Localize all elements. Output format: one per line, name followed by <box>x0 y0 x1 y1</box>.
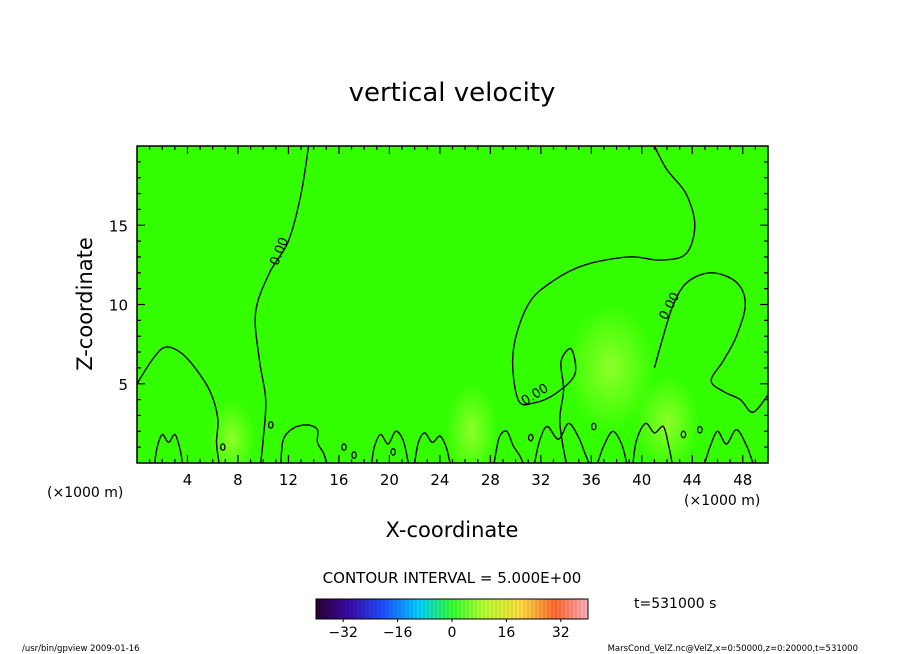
zero-contours <box>137 146 768 463</box>
heatmap-highlights <box>208 304 699 463</box>
colorbar-tick-label: 16 <box>497 625 515 641</box>
contour-line <box>413 432 451 463</box>
colorbar-tick-label: −32 <box>328 625 358 641</box>
x-unit-right: (×1000 m) <box>684 493 760 509</box>
contour-loop <box>590 422 597 431</box>
x-tick-label: 16 <box>329 471 348 489</box>
contour-loop <box>390 448 397 456</box>
x-unit-left: (×1000 m) <box>47 485 123 501</box>
contour-loop <box>527 433 534 442</box>
x-axis-label: X-coordinate <box>386 518 519 542</box>
x-tick-label: 28 <box>481 471 500 489</box>
contour-loop <box>680 430 687 439</box>
y-axis-label: Z-coordinate <box>73 237 97 371</box>
x-tick-label: 8 <box>233 471 243 489</box>
contour-line <box>511 146 696 463</box>
contour-loop <box>219 443 226 451</box>
x-axis-ticks: 4 8 12 16 20 24 28 32 36 40 44 48 <box>149 146 756 489</box>
contour-line <box>254 146 310 463</box>
contour-line <box>371 430 409 463</box>
y-tick-label: 5 <box>118 376 128 394</box>
contour-line <box>493 430 524 463</box>
colorbar-tick-label: 0 <box>448 625 457 641</box>
contour-line <box>653 272 768 413</box>
x-tick-label: 40 <box>632 471 651 489</box>
x-tick-label: 20 <box>380 471 399 489</box>
contour-loop <box>341 443 347 451</box>
x-tick-label: 36 <box>582 471 601 489</box>
colorbar-tick-label: 32 <box>552 625 570 641</box>
contour-line <box>632 422 673 463</box>
time-label: t=531000 s <box>634 596 716 612</box>
contour-interval-label: CONTOUR INTERVAL = 5.000E+00 <box>323 569 582 587</box>
x-tick-label: 24 <box>430 471 449 489</box>
colorbar-stripes <box>319 599 585 619</box>
footer-right: MarsCond_VelZ.nc@VelZ,x=0:50000,z=0:2000… <box>608 644 858 654</box>
contour-line <box>137 346 220 463</box>
contour-loop <box>267 421 274 429</box>
x-tick-label: 4 <box>183 471 193 489</box>
contour-line <box>704 429 754 463</box>
colorbar-tick-label: −16 <box>383 625 413 641</box>
colorbar-ticks: −32 −16 0 16 32 <box>328 619 570 641</box>
y-tick-label: 15 <box>109 217 128 235</box>
contour-line <box>154 433 184 463</box>
colorbar: −32 −16 0 16 32 <box>315 598 589 641</box>
field-highlight <box>208 399 255 463</box>
x-tick-label: 44 <box>683 471 702 489</box>
field-highlight <box>446 383 497 463</box>
contour-line <box>596 430 628 463</box>
x-tick-label: 48 <box>733 471 752 489</box>
x-tick-label: 32 <box>531 471 550 489</box>
field-highlight <box>635 375 699 463</box>
x-tick-label: 12 <box>279 471 298 489</box>
contour-loop <box>697 425 703 434</box>
contour-line <box>533 422 590 463</box>
chart-title: vertical velocity <box>349 78 556 108</box>
contour-line <box>280 424 327 463</box>
contour-loop <box>351 451 357 459</box>
footer-left: /usr/bin/gpview 2009-01-16 <box>22 644 140 654</box>
y-tick-label: 10 <box>109 297 128 315</box>
y-axis-ticks: 5 10 15 <box>109 161 768 448</box>
field-highlight <box>566 304 655 432</box>
plot-area <box>137 146 768 463</box>
